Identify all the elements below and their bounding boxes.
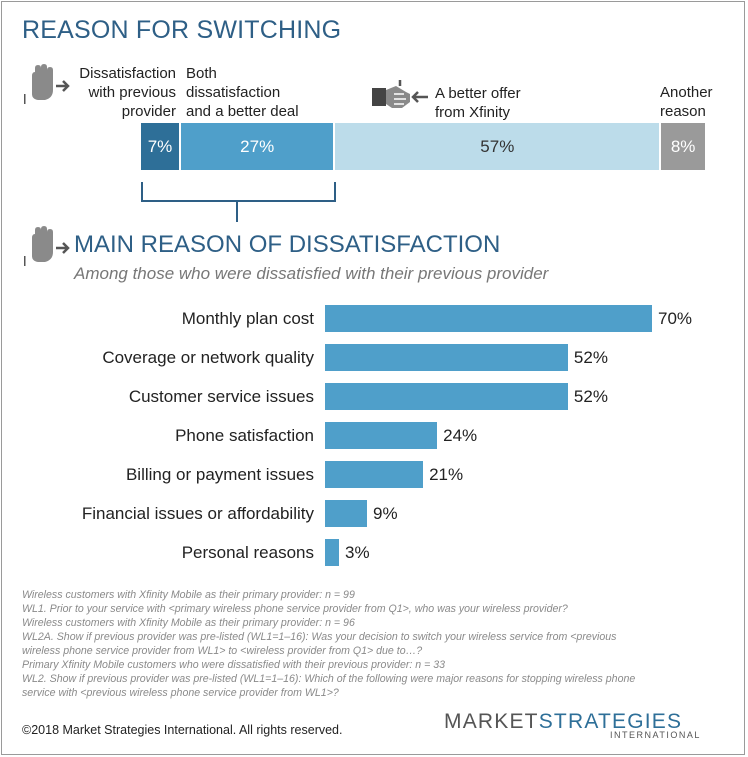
label-dissatisfaction: Dissatisfaction with previous provider: [79, 65, 176, 120]
stack-value-label: 7%: [147, 136, 173, 156]
bar-value-label: 24%: [443, 426, 478, 445]
stack-value-label: 8%: [670, 136, 696, 156]
footnote: WL1. Prior to your service with <primary…: [22, 603, 568, 615]
bracket: [141, 182, 336, 202]
stack-segment: 27%: [181, 123, 334, 170]
bar: [325, 539, 339, 566]
bar-value-label: 52%: [573, 387, 608, 406]
stack-segment: 57%: [335, 123, 660, 170]
copyright: ©2018 Market Strategies International. A…: [22, 723, 343, 737]
bar-category-label: Billing or payment issues: [125, 465, 314, 484]
logo-part2: STRATEGIES: [538, 710, 683, 733]
logo-subtext: INTERNATIONAL: [610, 730, 701, 740]
section2-title: MAIN REASON OF DISSATISFACTION: [74, 231, 501, 258]
bar: [325, 422, 438, 449]
bar: [325, 344, 568, 371]
footnotes: Wireless customers with Xfinity Mobile a…: [22, 588, 722, 700]
stack-value-label: 57%: [480, 136, 515, 156]
section2-subtitle: Among those who were dissatisfied with t…: [74, 264, 549, 283]
label-another-reason: Another reason: [660, 84, 713, 120]
bar-category-label: Financial issues or affordability: [81, 504, 314, 523]
footnote: WL2A. Show if previous provider was pre-…: [22, 631, 617, 657]
bar-category-label: Customer service issues: [128, 387, 314, 406]
footnote: WL2. Show if previous provider was pre-l…: [22, 673, 636, 699]
bracket-stem: [236, 200, 238, 222]
stack-segment: 8%: [661, 123, 705, 170]
footnote: Wireless customers with Xfinity Mobile a…: [22, 589, 355, 601]
bar-value-label: 70%: [658, 309, 693, 328]
footnote: Wireless customers with Xfinity Mobile a…: [22, 617, 355, 629]
bar-category-label: Coverage or network quality: [102, 348, 314, 367]
logo-part1: MARKET: [444, 710, 539, 733]
bar-value-label: 3%: [345, 543, 370, 562]
logo: MARKETSTRATEGIES: [444, 710, 682, 734]
section1-title: REASON FOR SWITCHING: [22, 16, 342, 44]
label-better-offer: A better offer from Xfinity: [435, 85, 521, 121]
bar-value-label: 21%: [429, 465, 464, 484]
stop-hand-arrow-icon: [24, 64, 70, 104]
bar-category-label: Phone satisfaction: [175, 426, 314, 445]
bar: [325, 305, 652, 332]
label-both: Both dissatisfaction and a better deal: [186, 65, 299, 120]
footnote: Primary Xfinity Mobile customers who wer…: [22, 659, 446, 671]
handshake-arrow-icon: [372, 80, 428, 108]
bar: [325, 383, 568, 410]
bar-category-label: Monthly plan cost: [181, 309, 314, 328]
bar-value-label: 52%: [573, 348, 608, 367]
stack-segment: 7%: [141, 123, 180, 170]
bar-value-label: 9%: [373, 504, 398, 523]
stop-hand-arrow-icon: [24, 226, 70, 266]
bar: [325, 461, 424, 488]
stack-value-label: 27%: [240, 136, 275, 156]
bar-category-label: Personal reasons: [181, 543, 314, 562]
bar: [325, 500, 368, 527]
